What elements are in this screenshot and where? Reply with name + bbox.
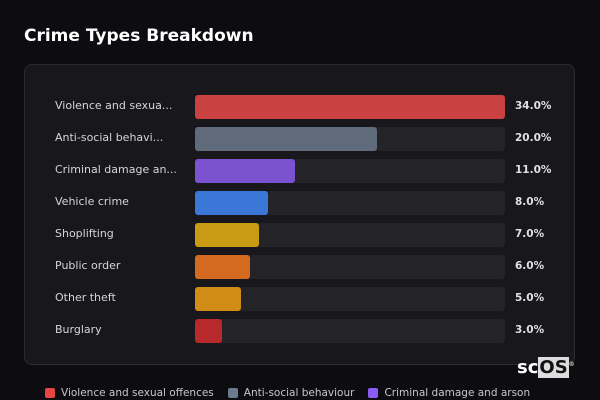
bar-row: Criminal damage an... 11.0% xyxy=(25,159,574,183)
bar-row: Anti-social behavi... 20.0% xyxy=(25,127,574,151)
bar-row: Violence and sexua... 34.0% xyxy=(25,95,574,119)
watermark-logo: scOS® xyxy=(517,357,575,378)
value-label: 6.0% xyxy=(515,260,545,272)
value-label: 3.0% xyxy=(515,324,545,336)
bar-track xyxy=(195,95,505,119)
category-label: Anti-social behavi... xyxy=(55,131,164,144)
bar[interactable] xyxy=(195,287,241,311)
legend-swatch xyxy=(368,388,379,398)
bar[interactable] xyxy=(195,255,250,279)
legend: Violence and sexual offences Anti-social … xyxy=(45,387,530,399)
legend-item[interactable]: Violence and sexual offences xyxy=(45,387,214,399)
bar-track xyxy=(195,287,505,311)
bar-row: Other theft 5.0% xyxy=(25,287,574,311)
bar-track xyxy=(195,127,505,151)
category-label: Burglary xyxy=(55,323,102,336)
category-label: Vehicle crime xyxy=(55,195,129,208)
legend-swatch xyxy=(227,388,238,398)
bar-row: Shoplifting 7.0% xyxy=(25,223,574,247)
value-label: 11.0% xyxy=(515,164,552,176)
legend-item[interactable]: Anti-social behaviour xyxy=(227,387,355,399)
legend-label: Anti-social behaviour xyxy=(243,387,355,399)
bar-row: Public order 6.0% xyxy=(25,255,574,279)
category-label: Violence and sexua... xyxy=(55,99,173,112)
bar-track xyxy=(195,319,505,343)
bar-track xyxy=(195,191,505,215)
bar[interactable] xyxy=(195,127,378,151)
legend-swatch xyxy=(45,388,55,398)
chart-title: Crime Types Breakdown xyxy=(24,26,254,46)
value-label: 20.0% xyxy=(515,132,552,144)
category-label: Criminal damage an... xyxy=(55,163,177,176)
category-label: Other theft xyxy=(55,291,116,304)
value-label: 8.0% xyxy=(515,196,545,208)
bar[interactable] xyxy=(195,191,268,215)
bar[interactable] xyxy=(195,223,259,247)
value-label: 7.0% xyxy=(515,228,545,240)
legend-item[interactable]: Criminal damage and arson xyxy=(368,387,530,399)
bar-row: Burglary 3.0% xyxy=(25,319,574,343)
bar-track xyxy=(195,255,505,279)
value-label: 5.0% xyxy=(515,292,545,304)
bar-track xyxy=(195,159,505,183)
chart-panel: Violence and sexua... 34.0% Anti-social b… xyxy=(24,64,575,365)
bar[interactable] xyxy=(195,95,505,119)
bar[interactable] xyxy=(195,159,296,183)
bar-row: Vehicle crime 8.0% xyxy=(25,191,574,215)
category-label: Public order xyxy=(55,259,121,272)
legend-label: Criminal damage and arson xyxy=(384,387,531,399)
legend-label: Violence and sexual offences xyxy=(61,387,214,399)
value-label: 34.0% xyxy=(515,100,552,112)
bar[interactable] xyxy=(195,319,223,343)
category-label: Shoplifting xyxy=(55,227,114,240)
bar-track xyxy=(195,223,505,247)
